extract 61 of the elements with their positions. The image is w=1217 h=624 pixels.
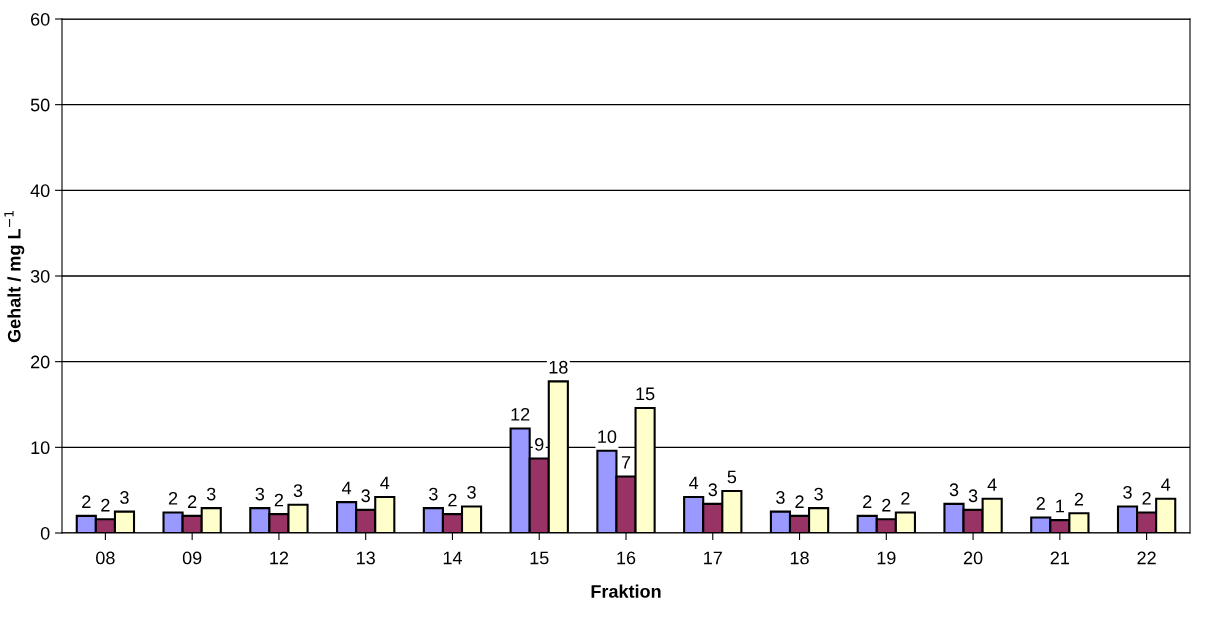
data-label: 7 bbox=[621, 456, 631, 469]
x-tick-label: 14 bbox=[443, 551, 462, 565]
x-tick-label: 09 bbox=[182, 551, 202, 565]
data-label: 2 bbox=[1142, 491, 1151, 505]
y-tick-label: 0 bbox=[40, 526, 50, 540]
data-label: 3 bbox=[949, 483, 959, 497]
x-tick-label: 12 bbox=[270, 551, 289, 565]
data-label: 10 bbox=[598, 430, 617, 444]
data-label: 2 bbox=[448, 493, 457, 507]
x-tick-label: 18 bbox=[790, 551, 809, 565]
y-axis-title: Gehalt / mg L$^{−1}$ bbox=[4, 210, 25, 343]
data-label: 2 bbox=[168, 491, 178, 505]
data-label: 4 bbox=[987, 478, 997, 491]
y-tick-label: 50 bbox=[30, 98, 50, 112]
data-label: 3 bbox=[1123, 485, 1132, 499]
data-label: 3 bbox=[467, 485, 476, 499]
data-label: 3 bbox=[708, 483, 717, 497]
data-label: 2 bbox=[795, 495, 804, 508]
x-tick-label: 08 bbox=[96, 551, 115, 565]
data-label: 3 bbox=[968, 489, 978, 503]
x-tick-label: 13 bbox=[357, 551, 375, 565]
x-tick-label: 19 bbox=[877, 551, 896, 565]
y-tick-label: 10 bbox=[31, 441, 50, 455]
data-label: 2 bbox=[1074, 492, 1084, 506]
data-label: 2 bbox=[82, 495, 91, 508]
data-label: 18 bbox=[549, 360, 568, 374]
data-label: 4 bbox=[342, 481, 352, 495]
data-label: 3 bbox=[814, 487, 823, 501]
data-label: 4 bbox=[689, 476, 699, 490]
y-tick-label: 60 bbox=[31, 12, 50, 26]
data-label: 3 bbox=[255, 487, 265, 501]
data-label: 2 bbox=[901, 491, 910, 505]
data-label: 3 bbox=[293, 484, 303, 497]
data-label: 3 bbox=[361, 489, 370, 503]
x-tick-label: 22 bbox=[1137, 551, 1156, 565]
data-label: 3 bbox=[120, 491, 129, 504]
data-label: 3 bbox=[206, 487, 216, 501]
x-tick-label: 16 bbox=[617, 551, 636, 565]
data-label: 5 bbox=[727, 470, 737, 484]
data-label: 2 bbox=[1036, 497, 1045, 510]
y-tick-label: 20 bbox=[31, 355, 50, 369]
y-tick-label: 40 bbox=[30, 184, 50, 198]
data-label: 2 bbox=[188, 495, 197, 508]
x-tick-label: 21 bbox=[1050, 551, 1070, 565]
x-tick-label: 17 bbox=[704, 551, 722, 565]
data-label: 2 bbox=[101, 498, 110, 512]
x-tick-label: 15 bbox=[530, 551, 549, 565]
data-label: 1 bbox=[1056, 499, 1064, 513]
x-axis-title: Fraktion bbox=[591, 584, 661, 598]
data-label: 3 bbox=[429, 487, 438, 501]
data-label: 15 bbox=[636, 387, 655, 401]
data-label: 2 bbox=[882, 498, 891, 512]
data-label: 9 bbox=[535, 437, 544, 451]
data-label: 4 bbox=[380, 476, 390, 490]
data-label: 2 bbox=[863, 495, 872, 508]
data-label: 4 bbox=[1161, 478, 1171, 491]
data-label: 2 bbox=[274, 493, 284, 507]
x-tick-label: 20 bbox=[963, 551, 983, 565]
y-tick-label: 30 bbox=[30, 269, 50, 283]
data-label: 3 bbox=[776, 491, 785, 504]
data-label: 12 bbox=[511, 407, 530, 421]
